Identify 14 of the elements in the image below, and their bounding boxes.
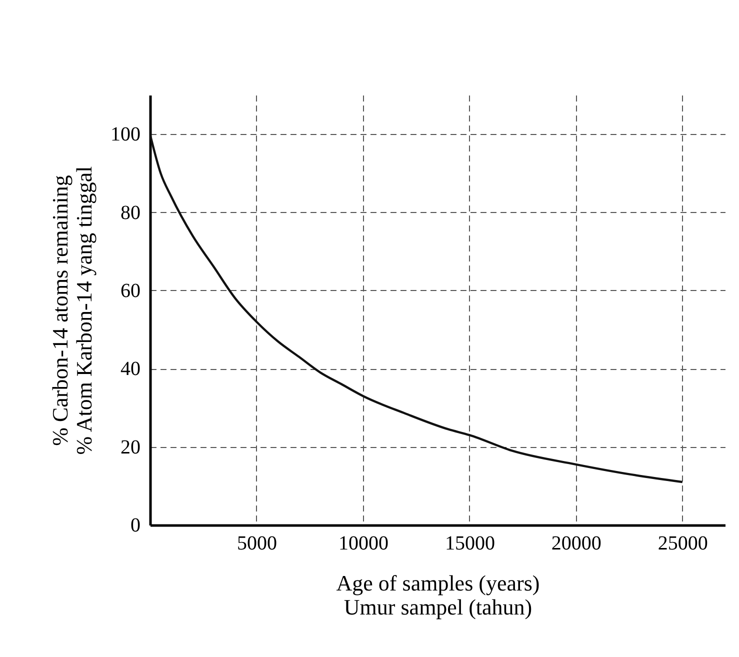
y-tick-label: 80 <box>120 202 140 224</box>
y-tick-label: 100 <box>110 124 140 146</box>
y-tick-label: 60 <box>120 280 140 302</box>
line-series <box>150 132 684 484</box>
x-tick-label: 10000 <box>338 532 388 554</box>
y-axis-title: % Carbon-14 atoms remaining % Atom Karbon-14 yang tinggal <box>48 166 96 455</box>
y-tick-label: 20 <box>120 436 140 458</box>
x-tick-label: 20000 <box>551 532 602 554</box>
x-tick-label: 15000 <box>444 532 495 554</box>
y-tick-label: 40 <box>120 358 140 380</box>
y-tick-label: 0 <box>130 514 140 536</box>
x-tick-label: 25000 <box>658 532 708 554</box>
x-tick-label: 5000 <box>236 532 277 554</box>
x-axis-title: Age of samples (years) Umur sampel (tahun) <box>336 570 540 620</box>
